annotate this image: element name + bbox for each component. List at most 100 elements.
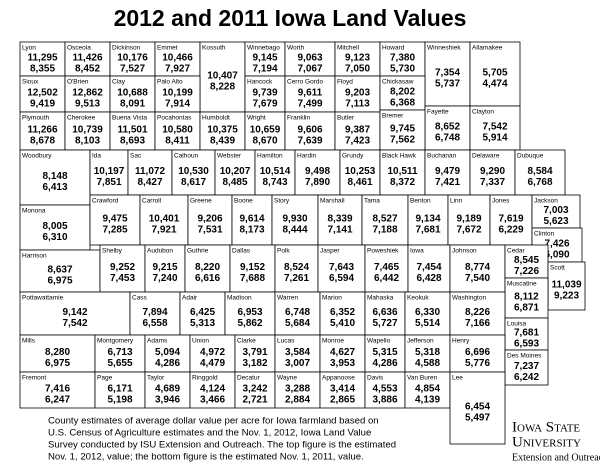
county-name: Humboldt <box>202 115 230 122</box>
value-2012: 7,465 <box>374 262 399 273</box>
value-2011: 4,474 <box>482 79 507 90</box>
value-2012: 9,498 <box>305 166 330 177</box>
county-name: Audubon <box>147 248 173 255</box>
county-border <box>317 194 363 246</box>
county-name: Washington <box>452 295 486 302</box>
county-name: Black Hawk <box>382 153 417 160</box>
value-2012: 3,414 <box>330 384 355 395</box>
county-name: Franklin <box>287 115 311 122</box>
county-name: Guthrie <box>187 248 209 255</box>
value-2011: 3,182 <box>242 358 267 369</box>
value-2011: 2,865 <box>330 395 355 406</box>
value-2012: 7,354 <box>435 68 460 79</box>
county-name: Clay <box>112 79 126 86</box>
county-border <box>231 194 273 246</box>
county-name: Adams <box>147 338 168 345</box>
county-name: Montgomery <box>97 338 134 345</box>
county-border <box>407 194 449 246</box>
logo-unit: Extension and Outreach <box>512 452 600 463</box>
value-2012: 10,199 <box>162 88 193 99</box>
value-2011: 5,862 <box>237 318 262 329</box>
value-2012: 10,375 <box>207 125 238 136</box>
county-border <box>449 371 506 445</box>
county-name: Kossuth <box>202 45 226 52</box>
value-2011: 7,927 <box>165 64 190 75</box>
county-name: Howard <box>382 45 405 52</box>
value-2012: 3,584 <box>285 347 310 358</box>
value-2012: 7,237 <box>514 361 539 372</box>
county-name: Jefferson <box>407 338 434 345</box>
county-name: Cass <box>132 295 148 302</box>
value-2011: 6,594 <box>329 273 354 284</box>
county-name: Wayne <box>277 375 297 382</box>
county-name: Adair <box>182 295 198 302</box>
county-name: Harrison <box>22 253 47 260</box>
county-name: Des Moines <box>507 353 542 360</box>
county-border <box>504 317 549 351</box>
footnote: County estimates of average dollar value… <box>48 416 396 463</box>
footnote-line: U.S. Census of Agriculture estimates and… <box>48 428 371 439</box>
county-name: Johnson <box>452 248 477 255</box>
value-2012: 8,112 <box>514 292 539 303</box>
value-2011: 8,444 <box>282 225 307 236</box>
value-2011: 8,485 <box>222 177 247 188</box>
county-border <box>284 75 336 113</box>
county-name: Mahaska <box>367 295 394 302</box>
county-border <box>244 41 286 77</box>
value-2011: 5,730 <box>390 64 415 75</box>
value-2012: 9,203 <box>345 88 370 99</box>
value-2012: 8,339 <box>327 214 352 225</box>
value-2012: 11,072 <box>135 166 165 177</box>
county-name: Jasper <box>320 248 340 255</box>
value-2011: 7,285 <box>102 225 127 236</box>
county-name: O'Brien <box>67 79 89 86</box>
value-2012: 7,380 <box>390 53 415 64</box>
county-name: Webster <box>217 153 242 160</box>
county-border <box>489 194 533 246</box>
county-border <box>129 291 181 336</box>
value-2012: 6,748 <box>285 307 310 318</box>
value-2012: 9,611 <box>298 88 323 99</box>
value-2012: 9,739 <box>252 88 277 99</box>
county-name: Carroll <box>142 198 162 205</box>
logo: Iowa State University Extension and Outr… <box>512 419 600 463</box>
value-2012: 10,530 <box>178 166 209 177</box>
value-2012: 8,148 <box>42 171 67 182</box>
value-2011: 7,672 <box>456 225 481 236</box>
county-border <box>504 349 549 386</box>
value-2011: 4,588 <box>415 358 440 369</box>
county-border <box>254 149 296 196</box>
value-2012: 5,705 <box>482 68 507 79</box>
value-2011: 7,067 <box>297 64 322 75</box>
county-name: Crawford <box>92 198 119 205</box>
value-2011: 2,884 <box>285 395 310 406</box>
value-2012: 7,619 <box>498 214 523 225</box>
value-2011: 7,188 <box>372 225 397 236</box>
county-border <box>469 105 521 151</box>
county-name: Buena Vista <box>112 115 147 122</box>
value-2011: 5,514 <box>415 318 440 329</box>
value-2011: 7,499 <box>297 99 322 110</box>
county-name: Decatur <box>237 375 261 382</box>
value-2012: 12,862 <box>72 88 103 99</box>
value-2011: 8,228 <box>210 82 235 93</box>
county-border <box>274 291 321 336</box>
value-2011: 6,368 <box>390 98 415 109</box>
county-name: Madison <box>227 295 252 302</box>
county-name: Bremer <box>382 113 404 120</box>
county-name: Dallas <box>232 248 251 255</box>
county-name: Monona <box>22 208 46 215</box>
county-name: Taylor <box>147 375 165 382</box>
value-2012: 10,407 <box>207 71 238 82</box>
value-2011: 9,513 <box>75 99 100 110</box>
value-2012: 9,475 <box>102 214 127 225</box>
county-border <box>379 149 426 196</box>
county-name: Warren <box>277 295 298 302</box>
value-2011: 5,655 <box>107 358 132 369</box>
value-2011: 7,226 <box>514 266 539 277</box>
county-border <box>19 75 66 113</box>
value-2011: 5,313 <box>190 318 215 329</box>
value-2011: 6,413 <box>42 182 67 193</box>
